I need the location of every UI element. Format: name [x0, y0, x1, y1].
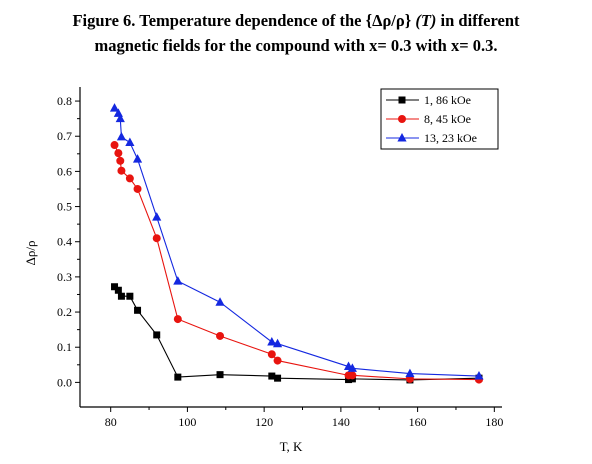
figure-title: Figure 6. Temperature dependence of the …: [0, 8, 592, 58]
series-2-point: [173, 315, 182, 324]
series-1-point: [274, 374, 282, 382]
y-tick-label: 0.8: [57, 94, 72, 108]
series-3-point: [267, 336, 277, 346]
x-axis-title: T, K: [280, 439, 303, 454]
series-1-point: [111, 283, 119, 291]
series-3-point: [474, 371, 484, 380]
series-1-point: [153, 331, 161, 339]
x-tick-label: 80: [105, 415, 117, 429]
series-3-point: [215, 297, 225, 306]
legend-label-3: 13, 23 kOe: [424, 131, 477, 145]
series-2-point: [267, 350, 276, 359]
series-3-point: [347, 363, 357, 372]
series-2-point: [117, 166, 126, 175]
legend-label-2: 8, 45 kOe: [424, 112, 471, 126]
y-axis-title: Δρ/ρ: [23, 241, 38, 266]
series-2-point: [125, 174, 134, 183]
series-2-point: [348, 371, 357, 380]
series-1-point: [126, 292, 134, 300]
series-3-point: [132, 154, 143, 163]
series-1-point: [114, 286, 122, 294]
y-tick-label: 0.2: [57, 305, 72, 319]
series-line-2: [114, 144, 479, 381]
series-1-point: [117, 292, 125, 300]
y-tick-label: 0.7: [57, 129, 72, 143]
series-line-1: [114, 286, 479, 381]
legend-label-1: 1, 86 kOe: [424, 93, 471, 107]
title-text-italic: (T): [415, 11, 437, 30]
x-tick-label: 100: [178, 415, 196, 429]
series-3-point: [125, 137, 135, 147]
series-3-point: [152, 212, 162, 221]
series-2-point: [152, 234, 161, 243]
y-tick-label: 0.5: [57, 200, 72, 214]
series-2-point: [273, 356, 282, 365]
y-tick-label: 0.3: [57, 270, 72, 284]
x-tick-label: 140: [332, 415, 350, 429]
series-3-point: [116, 131, 127, 141]
series-2-point: [133, 184, 142, 193]
legend-marker-1: [398, 96, 406, 104]
series-3-point: [173, 276, 183, 285]
series-1-point: [134, 306, 142, 314]
series-2-point: [116, 156, 125, 165]
y-tick-label: 0.4: [57, 235, 72, 249]
series-2-point: [114, 149, 123, 158]
series-3-point: [405, 368, 415, 378]
x-tick-label: 180: [485, 415, 503, 429]
legend-marker-2: [398, 115, 406, 123]
y-tick-label: 0.0: [57, 375, 72, 389]
figure-title-line-2: magnetic fields for the compound with x=…: [94, 36, 498, 55]
series-3-point: [272, 338, 283, 348]
series-3-point: [109, 103, 120, 112]
series-1-point: [268, 372, 276, 380]
y-tick-label: 0.1: [57, 340, 72, 354]
title-text-c: in different: [436, 11, 520, 30]
series-1-point: [345, 376, 353, 384]
series-3-point: [115, 113, 125, 123]
series-1-point: [174, 373, 182, 381]
y-tick-label: 0.6: [57, 164, 72, 178]
legend-marker-3: [397, 133, 407, 142]
x-tick-label: 160: [409, 415, 427, 429]
figure-title-line-1: Figure 6. Temperature dependence of the …: [0, 8, 592, 33]
title-text-a: Figure 6. Temperature dependence of the …: [72, 11, 416, 30]
series-2-point: [216, 331, 225, 340]
series-1-point: [216, 371, 224, 379]
series-2-point: [110, 141, 119, 150]
x-tick-label: 120: [255, 415, 273, 429]
